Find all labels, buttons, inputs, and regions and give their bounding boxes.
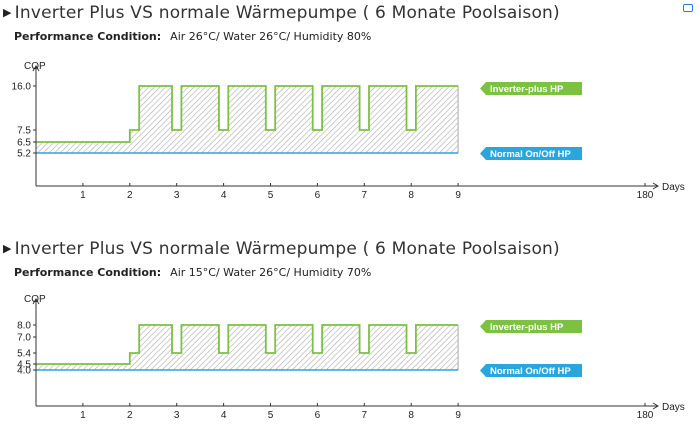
x-tick-label: 8 <box>408 190 414 201</box>
x-tick-label: 8 <box>408 410 414 421</box>
x-axis-label: Days <box>662 182 685 193</box>
y-tick-label: 5.4 <box>17 349 31 360</box>
x-tick-label: 3 <box>174 190 180 201</box>
x-tick-label: 1 <box>80 410 86 421</box>
x-tick-label: 3 <box>174 410 180 421</box>
x-tick-label: 180 <box>637 410 654 421</box>
y-tick-label: 4.0 <box>17 366 31 377</box>
gap-hatch-area <box>36 86 459 153</box>
y-tick-label: 16.0 <box>12 82 32 93</box>
legend-inverter-box <box>480 82 582 95</box>
y-tick-label: 7.5 <box>17 126 31 137</box>
x-tick-label: 7 <box>362 410 368 421</box>
legend-normal-text: Normal On/Off HP <box>490 366 571 377</box>
y-axis-arrow-icon <box>32 65 40 72</box>
triangle-icon: ▶ <box>3 242 12 255</box>
x-tick-label: 5 <box>268 410 274 421</box>
gap-hatch-area <box>36 325 459 370</box>
x-axis-arrow-icon <box>652 182 659 190</box>
legend-inverter-box <box>480 320 582 333</box>
legend-normal-text: Normal On/Off HP <box>490 149 571 160</box>
x-tick-label: 5 <box>268 190 274 201</box>
triangle-icon: ▶ <box>3 6 12 19</box>
x-tick-label: 2 <box>127 190 133 201</box>
y-tick-label: 8.0 <box>17 321 31 332</box>
x-axis-arrow-icon <box>652 402 659 410</box>
performance-condition: Performance Condition: Air 15°C/ Water 26… <box>14 266 372 279</box>
legend-normal-box <box>480 147 582 160</box>
y-tick-label: 5.2 <box>17 149 31 160</box>
chart-section-2: ▶ Inverter Plus VS normale Wärmepumpe ( 6… <box>0 239 699 429</box>
chart-title: ▶ Inverter Plus VS normale Wärmepumpe ( 6… <box>3 3 560 23</box>
x-tick-label: 6 <box>315 190 321 201</box>
chart-section-1: ▶ Inverter Plus VS normale Wärmepumpe ( 6… <box>0 3 699 213</box>
x-tick-label: 180 <box>637 190 654 201</box>
x-tick-label: 6 <box>315 410 321 421</box>
cop-chart-1: COP 5.26.57.5 16.0 1 2 3 4 5 6 7 8 9 180 Days Inverter… <box>12 61 685 201</box>
legend-inverter-text: Inverter-plus HP <box>490 84 564 95</box>
y-tick-label: 6.5 <box>17 138 31 149</box>
y-tick-label: 7.0 <box>17 333 31 344</box>
y-axis-label: COP <box>24 61 46 72</box>
x-tick-label: 1 <box>80 190 86 201</box>
y-axis-arrow-icon <box>32 298 40 305</box>
chart-title: ▶ Inverter Plus VS normale Wärmepumpe ( 6… <box>3 239 560 259</box>
inverter-hp-line <box>36 85 459 143</box>
corner-badge-icon <box>683 4 693 12</box>
legend-normal-box <box>480 364 582 377</box>
x-axis-label: Days <box>662 402 685 413</box>
x-tick-label: 9 <box>455 190 461 201</box>
x-tick-label: 7 <box>362 190 368 201</box>
legend-inverter-text: Inverter-plus HP <box>490 322 564 333</box>
cop-chart-2: COP 4.04.55.4 7.08.0 1 2 3 4 5 6 7 8 9 180 Days Invert… <box>17 294 685 421</box>
x-tick-label: 4 <box>221 410 227 421</box>
x-tick-label: 4 <box>221 190 227 201</box>
performance-condition: Performance Condition: Air 26°C/ Water 26… <box>14 30 372 43</box>
inverter-hp-line <box>36 324 459 365</box>
y-tick-label: 4.5 <box>17 360 31 371</box>
x-tick-label: 2 <box>127 410 133 421</box>
y-axis-label: COP <box>24 294 46 305</box>
x-tick-label: 9 <box>455 410 461 421</box>
